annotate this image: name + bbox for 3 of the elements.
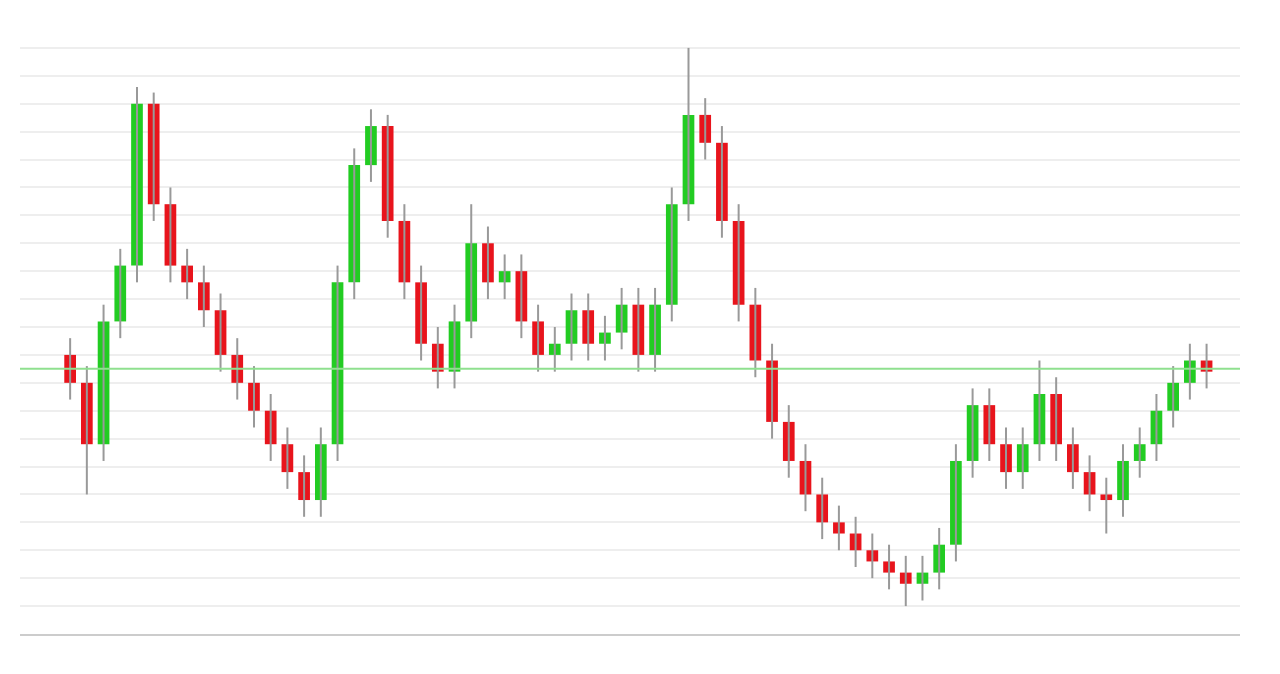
candlestick [833, 504, 845, 552]
candlestick [883, 543, 895, 591]
candlestick [1100, 476, 1113, 535]
